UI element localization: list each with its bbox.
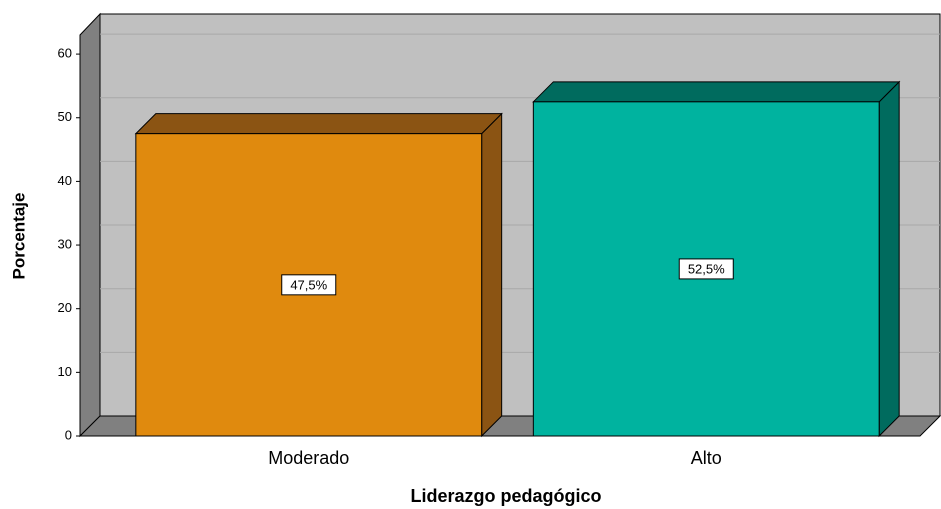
bars: 47,5% 52,5% xyxy=(134,80,901,438)
value-label-box xyxy=(281,274,337,296)
bar-top xyxy=(532,81,901,103)
y-tick-label: 60 xyxy=(58,46,72,61)
value-label: 47,5% xyxy=(290,277,327,292)
value-label-box xyxy=(678,258,734,280)
y-tick-label: 40 xyxy=(58,173,72,188)
y-tick-label: 30 xyxy=(58,236,72,251)
x-axis-label: Liderazgo pedagógico xyxy=(410,486,601,506)
x-tick-label: Alto xyxy=(691,448,722,468)
y-tick-label: 20 xyxy=(58,300,72,315)
bar-side xyxy=(878,80,900,438)
y-tick-label: 10 xyxy=(58,364,72,379)
left-wall xyxy=(79,12,101,438)
y-tick-label: 50 xyxy=(58,109,72,124)
y-tick-label: 0 xyxy=(65,427,72,442)
x-tick-label: Moderado xyxy=(268,448,349,468)
value-label: 52,5% xyxy=(688,261,725,276)
y-axis-label: Porcentaje xyxy=(9,193,28,280)
bar-top xyxy=(134,113,503,135)
bar-side xyxy=(481,112,503,438)
